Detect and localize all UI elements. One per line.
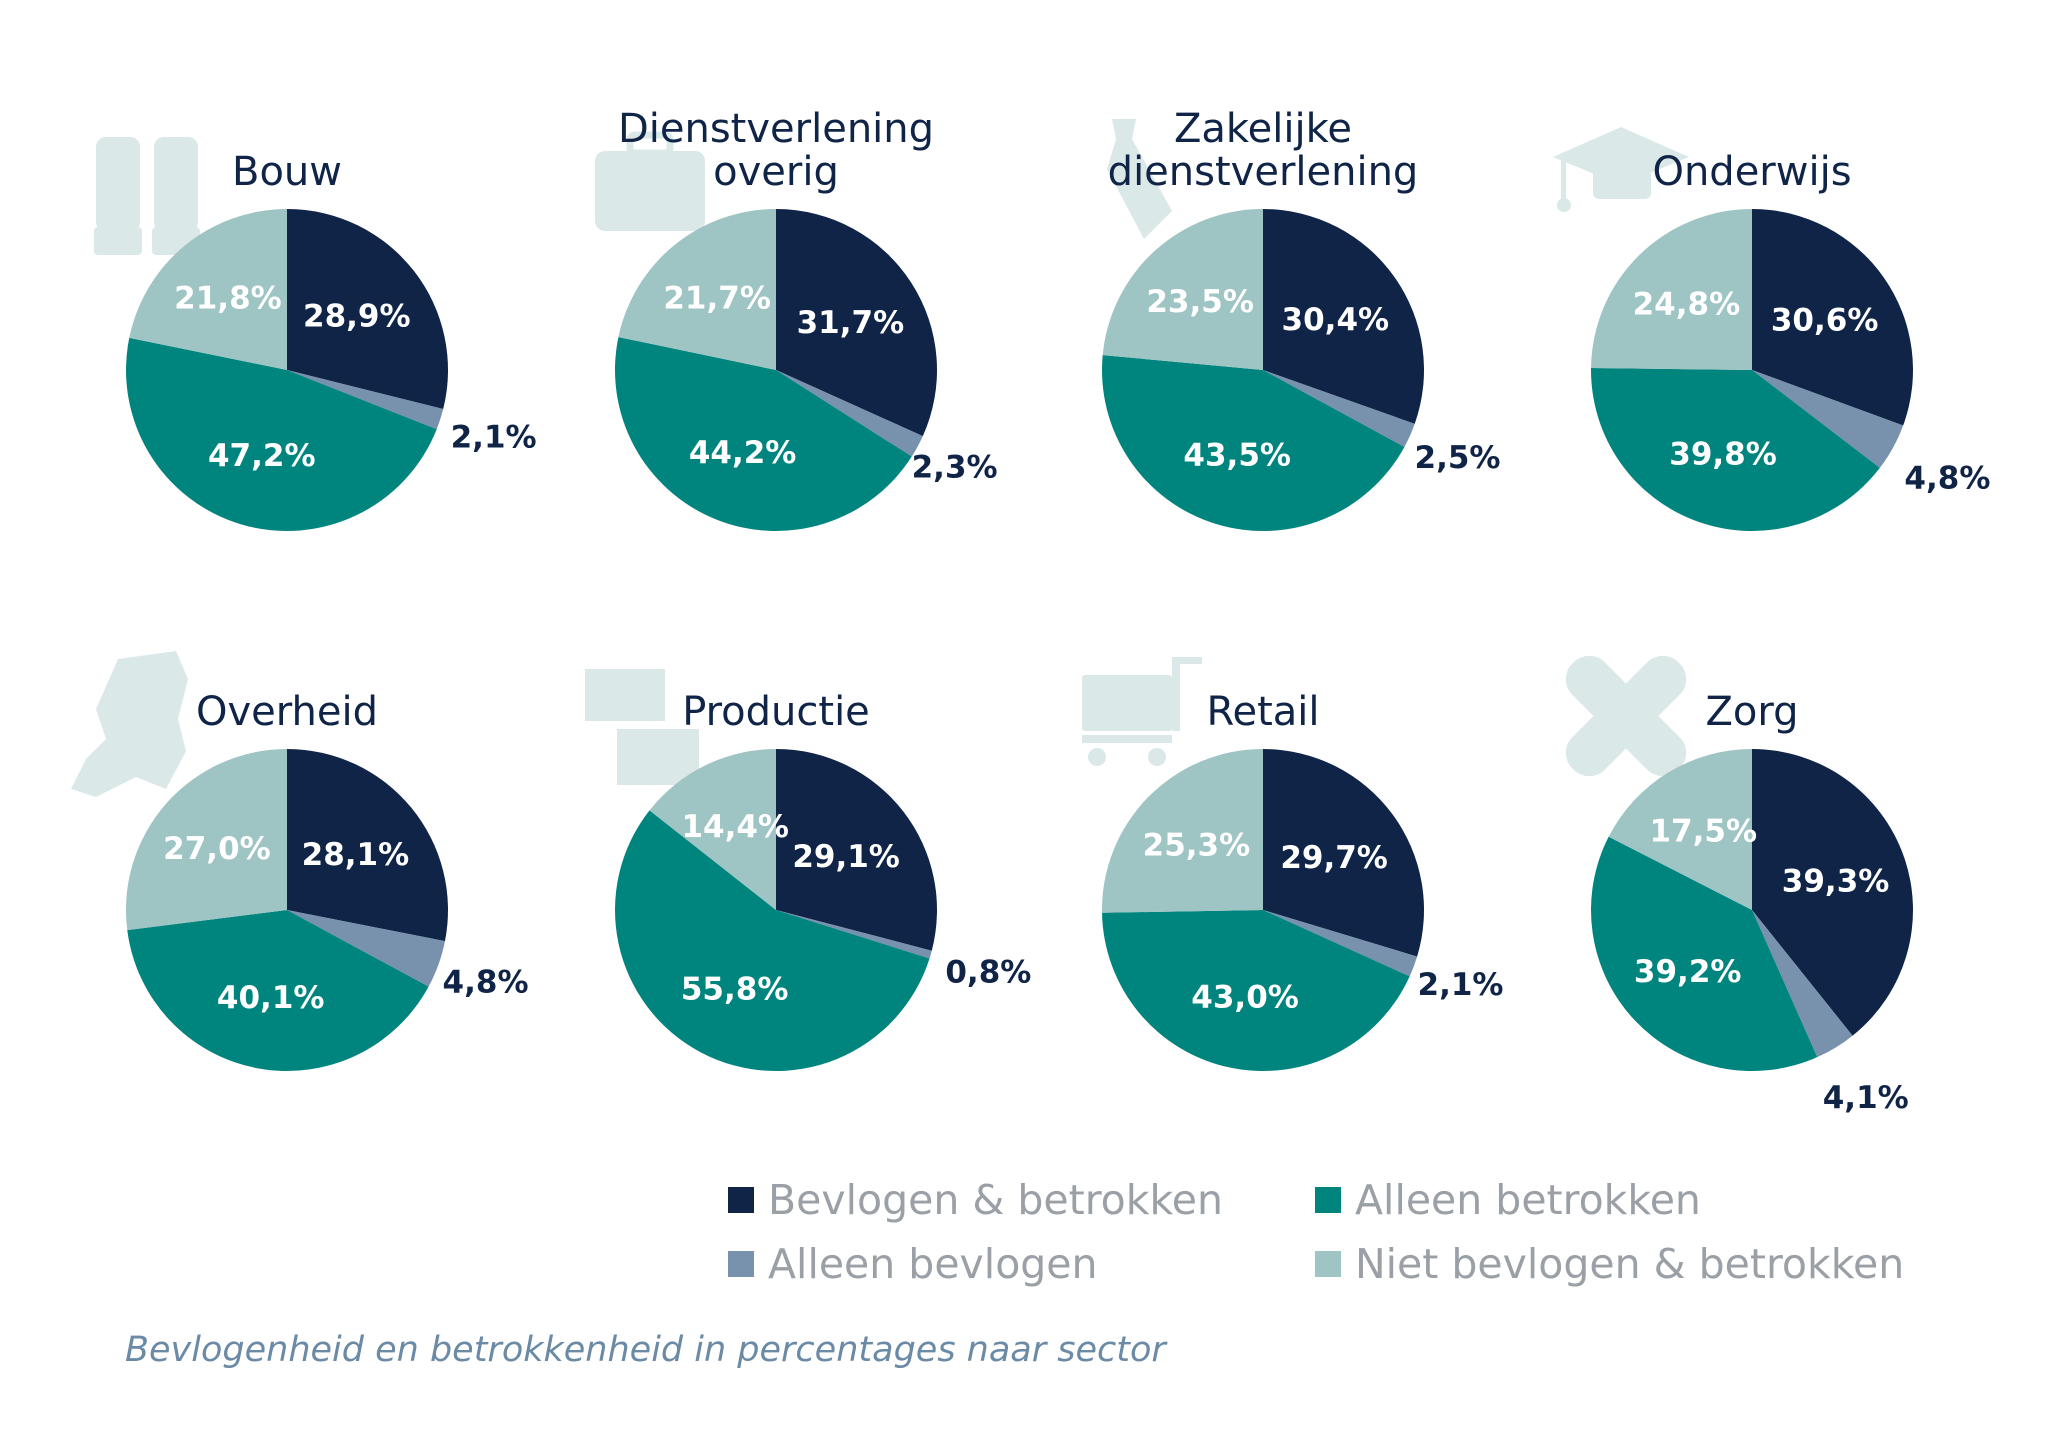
pie-slice <box>1752 370 1904 468</box>
slice-label: 28,1% <box>302 837 410 873</box>
pie-slice <box>287 209 449 410</box>
legend-swatch <box>1315 1187 1341 1213</box>
slice-label: 47,2% <box>208 438 316 474</box>
legend: Bevlogen & betrokken Alleen betrokken Al… <box>728 1170 1928 1310</box>
pie-slice <box>1102 749 1263 913</box>
slice-label: 30,6% <box>1771 302 1879 338</box>
slice-label: 21,8% <box>174 281 282 317</box>
legend-item: Alleen betrokken <box>1315 1170 1701 1230</box>
chart-caption: Bevlogenheid en betrokkenheid in percent… <box>125 1330 1166 1370</box>
chart-title: Retail <box>1206 689 1319 735</box>
pie-slice <box>1263 209 1424 424</box>
pie-slice <box>129 209 287 370</box>
pie-slice <box>649 749 776 910</box>
pie-slice <box>125 337 437 531</box>
pie-slice <box>618 209 776 370</box>
slice-label: 4,8% <box>443 964 529 1000</box>
slice-label: 40,1% <box>217 980 325 1016</box>
pie-slice <box>1752 749 1913 1036</box>
pie-slice <box>1102 910 1410 1071</box>
slice-label: 28,9% <box>303 299 411 335</box>
chart-title: Dienstverlening <box>618 106 934 152</box>
legend-item: Niet bevlogen & betrokken <box>1315 1234 1904 1294</box>
slice-label: 24,8% <box>1633 287 1741 323</box>
slice-label: 23,5% <box>1146 284 1254 320</box>
boxes-icon <box>585 669 699 785</box>
legend-label: Bevlogen & betrokken <box>768 1176 1223 1224</box>
slice-label: 25,3% <box>1143 828 1251 864</box>
slice-label: 29,1% <box>792 839 900 875</box>
slice-label: 4,8% <box>1904 460 1990 496</box>
legend-label: Niet bevlogen & betrokken <box>1355 1240 1905 1288</box>
pie-slice <box>287 910 445 987</box>
slice-label: 29,7% <box>1280 840 1388 876</box>
pie-slice <box>1591 367 1880 531</box>
chart-title: Zakelijke <box>1174 106 1352 152</box>
slice-label: 17,5% <box>1649 813 1757 849</box>
slice-label: 43,5% <box>1183 438 1291 474</box>
slice-label: 14,4% <box>681 809 789 845</box>
slice-label: 43,0% <box>1191 980 1299 1016</box>
pie-slice <box>1263 910 1418 977</box>
chart-title: Overheid <box>196 689 378 735</box>
pie-slice <box>1102 209 1263 370</box>
chart-title: Onderwijs <box>1652 149 1851 195</box>
legend-item: Alleen bevlogen <box>728 1234 1098 1294</box>
pie-slice <box>614 337 912 531</box>
pie-slice <box>1752 209 1913 426</box>
slice-label: 39,2% <box>1634 954 1742 990</box>
pie-slice <box>615 810 930 1071</box>
pie-slice <box>776 370 923 457</box>
legend-label: Alleen bevlogen <box>768 1240 1098 1288</box>
graduation-cap-icon <box>1553 127 1689 212</box>
legend-swatch <box>1315 1251 1341 1277</box>
legend-label: Alleen betrokken <box>1355 1176 1701 1224</box>
gloves-icon <box>94 137 200 255</box>
pie-slice <box>1752 910 1853 1058</box>
slice-label: 55,8% <box>681 971 789 1007</box>
pie-slice <box>1263 749 1424 957</box>
pie-slice <box>126 749 288 931</box>
slice-label: 2,1% <box>1418 967 1504 1003</box>
slice-label: 21,7% <box>663 281 771 317</box>
slice-label: 31,7% <box>797 305 905 341</box>
shopping-cart-icon <box>1082 657 1202 766</box>
slice-label: 2,5% <box>1415 440 1501 476</box>
pie-slice <box>287 370 444 430</box>
legend-swatch <box>728 1251 754 1277</box>
pie-slice <box>287 749 448 942</box>
pie-slice <box>1608 749 1752 910</box>
slice-label: 39,8% <box>1669 437 1777 473</box>
legend-swatch <box>728 1187 754 1213</box>
slice-label: 2,1% <box>451 419 537 455</box>
briefcase-icon <box>595 131 705 231</box>
chart-title: Productie <box>682 689 870 735</box>
pie-slice <box>776 209 937 437</box>
pie-slice <box>1591 836 1818 1071</box>
slice-label: 30,4% <box>1282 302 1390 338</box>
pie-slice <box>1591 209 1752 370</box>
tie-icon <box>1107 119 1172 239</box>
slice-label: 0,8% <box>945 954 1031 990</box>
chart-title: Zorg <box>1705 689 1798 735</box>
pie-slice <box>1102 355 1405 532</box>
legend-item: Bevlogen & betrokken <box>728 1170 1223 1230</box>
bandage-icon <box>1565 655 1687 777</box>
chart-title: dienstverlening <box>1108 149 1419 195</box>
pie-slice <box>776 910 932 959</box>
netherlands-map-icon <box>71 651 188 797</box>
pie-slice <box>127 910 429 1072</box>
chart-title: Bouw <box>232 149 342 195</box>
slice-label: 44,2% <box>689 435 797 471</box>
chart-title: overig <box>713 149 839 195</box>
slice-label: 4,1% <box>1823 1080 1909 1116</box>
slice-label: 2,3% <box>912 449 998 485</box>
slice-label: 27,0% <box>163 831 271 867</box>
pie-slice <box>1263 370 1415 447</box>
slice-label: 39,3% <box>1782 864 1890 900</box>
pie-slice <box>776 749 938 951</box>
